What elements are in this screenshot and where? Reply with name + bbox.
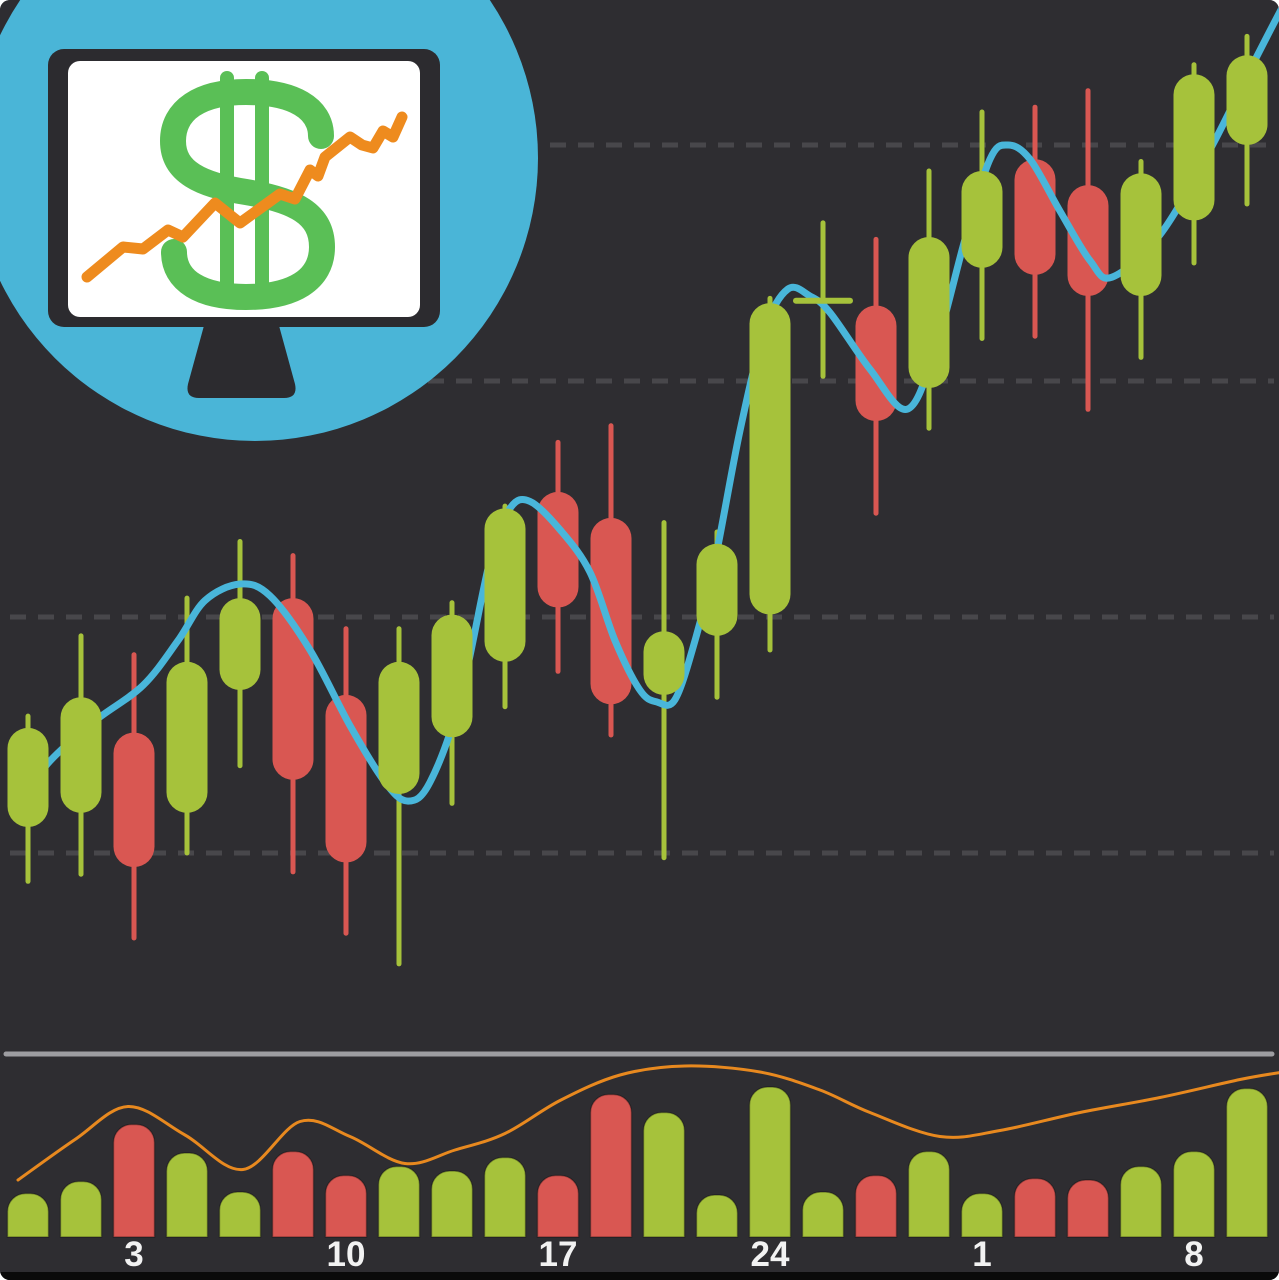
bullish-candle-body: [1226, 55, 1268, 145]
volume-bar-down: [536, 1174, 580, 1238]
volume-bar-down: [324, 1174, 368, 1238]
volume-bar-up: [1225, 1087, 1269, 1238]
bullish-candle-body: [749, 303, 791, 615]
price-ma-line: [21, 5, 1279, 805]
volume-bar-up: [377, 1165, 421, 1238]
volume-bar-up: [642, 1111, 686, 1238]
x-axis-label: 8: [1184, 1235, 1203, 1274]
volume-bar-down: [589, 1093, 633, 1238]
volume-bar-up: [165, 1152, 209, 1238]
x-axis-label: 10: [327, 1235, 366, 1274]
volume-bar-down: [1013, 1177, 1057, 1238]
volume-pane: [3, 1051, 1279, 1238]
price-ma-path: [21, 5, 1279, 805]
volume-bar-up: [748, 1086, 792, 1238]
dollar-icon: [159, 71, 336, 311]
volume-ma-line: [16, 1064, 1279, 1182]
x-axis-labels: 3 10 17 24 1 8: [124, 1235, 1203, 1274]
volume-bar-down: [854, 1174, 898, 1238]
volume-bar-up: [218, 1191, 262, 1238]
bullish-candle-body: [908, 237, 950, 388]
volume-bar-up: [430, 1170, 474, 1238]
bullish-candle-body: [166, 661, 208, 813]
monitor-stand: [187, 322, 296, 398]
screen-trend-line: [81, 111, 408, 283]
bullish-candle-body: [219, 598, 261, 691]
x-axis-label: 17: [539, 1235, 578, 1274]
volume-bar-up: [59, 1180, 103, 1238]
volume-bar-up: [907, 1150, 951, 1238]
volume-bar-down: [1066, 1179, 1110, 1238]
volume-bar-up: [1172, 1150, 1216, 1238]
bullish-candle-body: [1173, 74, 1215, 221]
bullish-candle-body: [1120, 173, 1162, 296]
volume-bar-down: [112, 1123, 156, 1238]
volume-bar-down: [271, 1150, 315, 1238]
volume-bar-up: [6, 1192, 50, 1238]
bullish-candle-body: [643, 631, 685, 695]
price-pane: [7, 5, 1279, 967]
dollar-s-curve: [159, 78, 336, 311]
x-axis-label: 1: [972, 1235, 991, 1274]
bullish-candle-body: [484, 508, 526, 662]
volume-bars: [6, 1086, 1269, 1238]
bearish-candle-body: [113, 732, 155, 868]
bullish-candle-body: [961, 171, 1003, 268]
bearish-candle-body: [1014, 159, 1056, 275]
volume-bar-up: [695, 1194, 739, 1238]
volume-bar-up: [960, 1192, 1004, 1238]
volume-bar-up: [483, 1156, 527, 1238]
x-axis-label: 24: [751, 1235, 790, 1274]
x-axis-label: 3: [124, 1235, 143, 1274]
volume-bar-up: [1119, 1165, 1163, 1238]
bearish-candle-body: [590, 517, 632, 705]
bullish-candle-body: [60, 697, 102, 813]
bullish-candle-body: [696, 543, 738, 636]
bullish-candles: [7, 55, 1268, 827]
bullish-candle-body: [431, 614, 473, 738]
bullish-candle-body: [7, 727, 49, 827]
bullish-candle-body: [378, 661, 420, 794]
logo-badge: [0, 0, 538, 441]
volume-bar-up: [801, 1191, 845, 1238]
bottom-bar: [0, 1272, 1279, 1280]
monitor-icon: [48, 49, 440, 398]
